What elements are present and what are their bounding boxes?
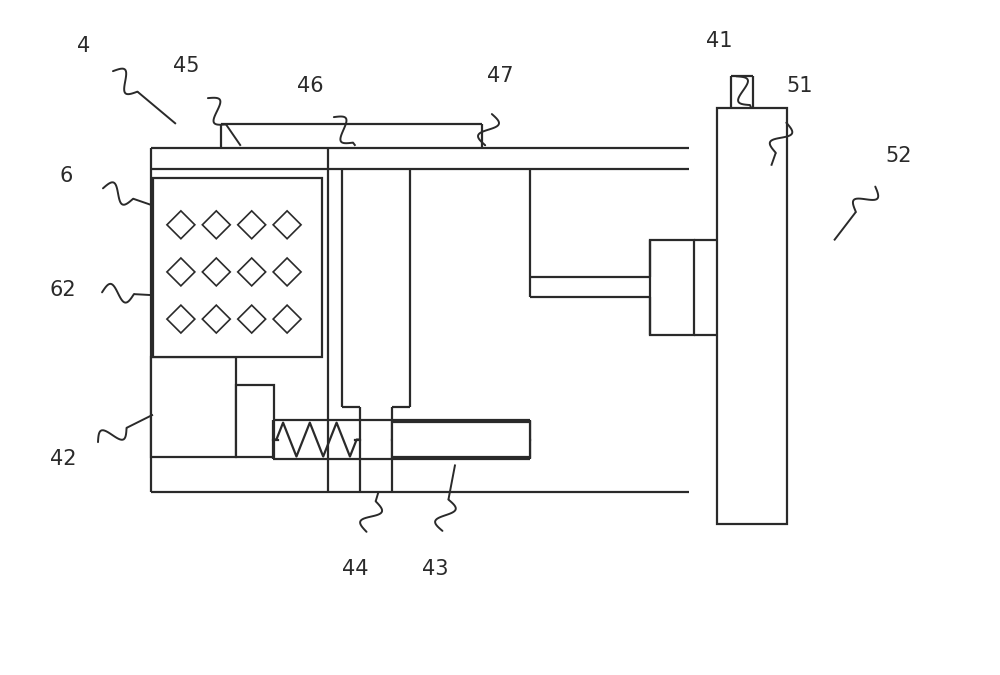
Bar <box>153 178 322 357</box>
Bar <box>151 357 236 456</box>
Text: 4: 4 <box>77 36 90 56</box>
Text: 44: 44 <box>342 559 369 579</box>
Text: 52: 52 <box>886 146 912 166</box>
Text: 47: 47 <box>487 66 513 86</box>
Text: 51: 51 <box>786 76 812 96</box>
Text: 42: 42 <box>50 450 76 470</box>
Text: 45: 45 <box>173 56 199 76</box>
Bar <box>392 422 530 456</box>
Bar <box>236 385 274 456</box>
Bar <box>717 108 787 524</box>
Text: 41: 41 <box>706 31 733 51</box>
Text: 62: 62 <box>50 280 77 300</box>
Bar <box>650 240 694 335</box>
Text: 46: 46 <box>297 76 324 96</box>
Text: 43: 43 <box>422 559 448 579</box>
Text: 6: 6 <box>60 165 73 186</box>
